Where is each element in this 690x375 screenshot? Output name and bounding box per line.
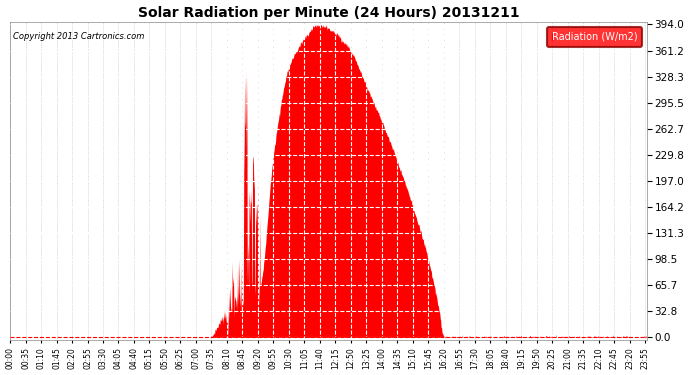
Legend: Radiation (W/m2): Radiation (W/m2) — [546, 27, 642, 47]
Title: Solar Radiation per Minute (24 Hours) 20131211: Solar Radiation per Minute (24 Hours) 20… — [138, 6, 520, 20]
Text: Copyright 2013 Cartronics.com: Copyright 2013 Cartronics.com — [13, 32, 145, 40]
